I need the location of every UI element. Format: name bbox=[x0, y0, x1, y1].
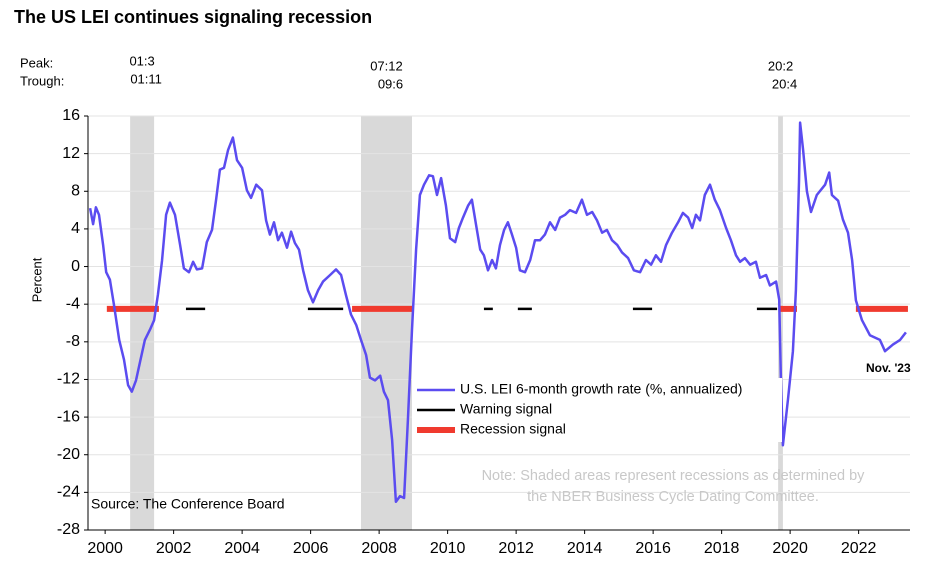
recession-band bbox=[130, 116, 155, 530]
peak-date: 20:2 bbox=[768, 58, 793, 73]
y-tick-label: -8 bbox=[66, 333, 80, 350]
x-tick-label: 2004 bbox=[224, 540, 260, 557]
y-tick-label: 16 bbox=[62, 107, 80, 124]
y-tick-label: 0 bbox=[71, 258, 80, 275]
y-tick-label: -20 bbox=[57, 446, 80, 463]
legend-label: Recession signal bbox=[460, 421, 566, 437]
y-tick-label: -4 bbox=[66, 295, 80, 312]
x-tick-label: 2020 bbox=[772, 540, 808, 557]
x-tick-label: 2010 bbox=[430, 540, 466, 557]
y-tick-label: -12 bbox=[57, 371, 80, 388]
legend-label: U.S. LEI 6-month growth rate (%, annuali… bbox=[460, 381, 742, 397]
x-tick-label: 2018 bbox=[704, 540, 740, 557]
y-tick-label: -16 bbox=[57, 408, 80, 425]
trough-label: Trough: bbox=[20, 73, 64, 88]
x-tick-label: 2022 bbox=[841, 540, 877, 557]
peak-label: Peak: bbox=[20, 55, 53, 70]
peak-date: 07:12 bbox=[370, 58, 403, 73]
chart-title: The US LEI continues signaling recession bbox=[14, 7, 372, 27]
source: Source: The Conference Board bbox=[91, 496, 285, 512]
x-tick-label: 2002 bbox=[156, 540, 192, 557]
recession-band bbox=[360, 116, 413, 530]
y-axis-label: Percent bbox=[29, 257, 44, 302]
x-tick-label: 2014 bbox=[567, 540, 603, 557]
x-tick-label: 2008 bbox=[361, 540, 397, 557]
lei-line bbox=[88, 121, 907, 504]
y-tick-label: 8 bbox=[71, 182, 80, 199]
trough-date: 01:11 bbox=[130, 71, 162, 86]
y-tick-label: 12 bbox=[62, 145, 80, 162]
y-tick-label: 4 bbox=[71, 220, 80, 237]
annotation: Nov. '23 bbox=[866, 361, 911, 375]
trough-date: 09:6 bbox=[378, 76, 403, 91]
x-tick-label: 2016 bbox=[635, 540, 671, 557]
x-tick-label: 2006 bbox=[293, 540, 329, 557]
trough-date: 20:4 bbox=[772, 76, 797, 91]
peak-date: 01:3 bbox=[129, 53, 154, 68]
y-tick-label: -24 bbox=[57, 484, 80, 501]
legend-label: Warning signal bbox=[460, 401, 552, 417]
note: Note: Shaded areas represent recessions … bbox=[482, 468, 866, 484]
x-tick-label: 2000 bbox=[87, 540, 123, 557]
x-tick-label: 2012 bbox=[498, 540, 534, 557]
note: the NBER Business Cycle Dating Committee… bbox=[527, 489, 819, 505]
y-tick-label: -28 bbox=[57, 521, 80, 538]
legend-box bbox=[412, 378, 782, 442]
